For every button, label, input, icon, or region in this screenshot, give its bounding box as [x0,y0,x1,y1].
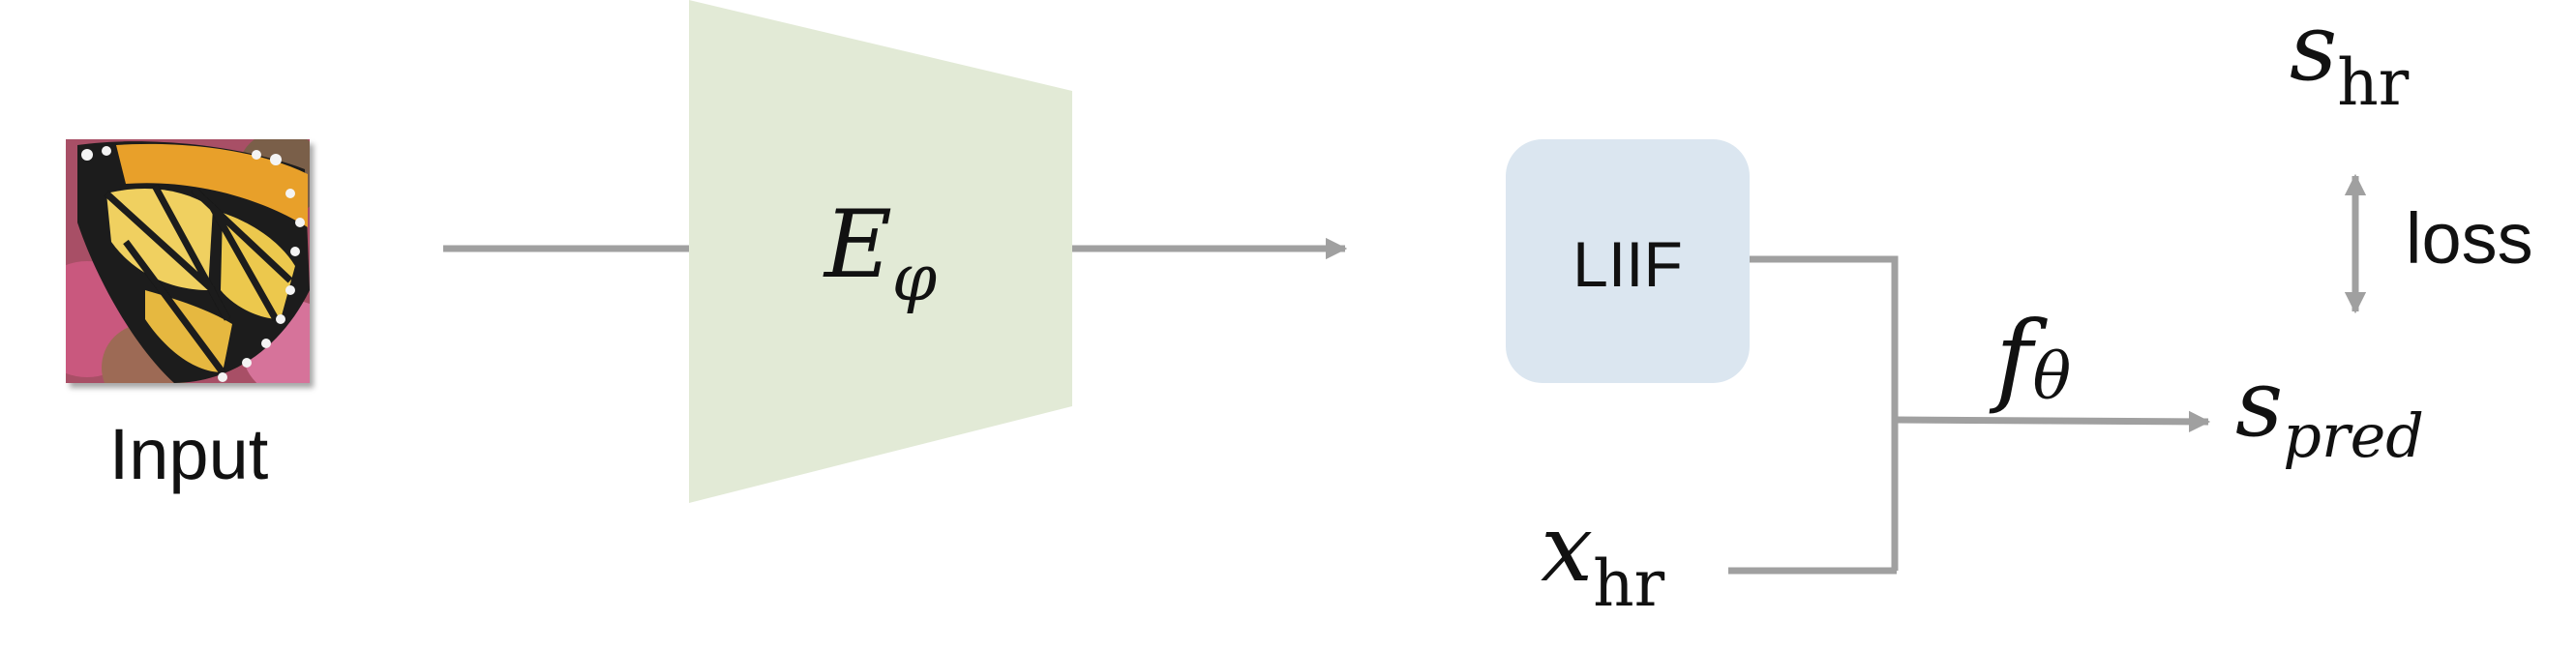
function-label: fθ [1989,299,2071,417]
coord-label: xhr [1541,494,1665,621]
prediction-symbol: s [2235,349,2283,458]
coord-symbol: x [1541,494,1593,603]
prediction-arrow-icon [1894,410,2211,433]
prediction-subscript: pred [2283,400,2424,471]
encoder-label: Eφ [823,191,937,315]
loss-label: loss [2406,198,2533,279]
liif-label: LIIF [1573,228,1683,300]
target-symbol: s [2290,0,2337,102]
encoder-symbol: E [823,191,892,299]
liif-block [1506,139,1750,383]
function-subscript: θ [2033,340,2072,414]
coord-subscript: hr [1593,547,1665,621]
encoder-subscript: φ [892,241,937,315]
encoder-block [689,0,1072,503]
liif-connector [1750,255,1899,571]
input-image [66,139,310,383]
target-label: shr [2290,0,2410,120]
prediction-label: spred [2235,349,2424,471]
target-subscript: hr [2337,45,2410,120]
input-label: Input [109,414,269,494]
